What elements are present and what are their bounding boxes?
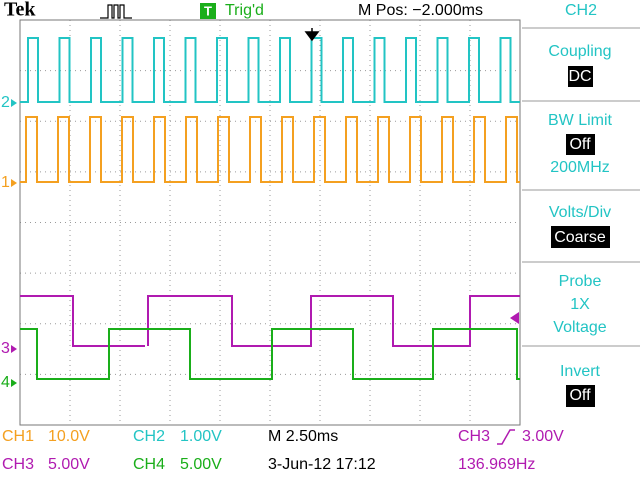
menu-title: CH2 xyxy=(565,2,597,19)
marker-arrow xyxy=(11,345,17,353)
channel-label: CH1 xyxy=(2,428,34,445)
marker-arrow xyxy=(11,179,17,187)
menu-value[interactable]: Off xyxy=(569,136,591,153)
trigger-position-marker xyxy=(304,28,320,42)
menu-value[interactable]: Coarse xyxy=(554,229,606,246)
channel-label: CH3 xyxy=(2,456,34,473)
marker-arrow xyxy=(11,99,17,107)
ch1-marker: 1 xyxy=(1,174,10,191)
marker-arrow xyxy=(11,379,17,387)
graticule xyxy=(20,20,520,425)
ch1-waveform xyxy=(20,116,520,183)
menu-value[interactable]: Off xyxy=(569,387,591,404)
ch2-marker: 2 xyxy=(1,94,10,111)
channel-scale: 10.0V xyxy=(48,428,90,445)
menu-value-box xyxy=(566,134,595,155)
date-time: 3-Jun-12 17:12 xyxy=(268,456,376,473)
ch4-marker: 4 xyxy=(1,374,10,391)
menu-value-box xyxy=(568,66,593,87)
trigger-level: 3.00V xyxy=(522,428,564,445)
trigger-badge: T xyxy=(204,3,212,18)
channel-scale: 5.00V xyxy=(180,456,222,473)
menu-value[interactable]: DC xyxy=(568,68,591,85)
menu-note: 200MHz xyxy=(550,159,610,176)
menu-value-box xyxy=(551,226,610,248)
menu-label[interactable]: Invert xyxy=(560,363,601,380)
acquisition-icon xyxy=(100,4,132,19)
trigger-badge-box xyxy=(200,3,216,19)
channel-scale: 1.00V xyxy=(180,428,222,445)
graticule-border xyxy=(19,19,521,426)
trigger-source: CH3 xyxy=(458,428,490,445)
channel-scale: 5.00V xyxy=(48,456,90,473)
menu-value[interactable]: 1X xyxy=(570,296,590,313)
menu-note: Voltage xyxy=(553,319,606,336)
menu-value-box xyxy=(566,385,595,407)
channel-label: CH2 xyxy=(133,428,165,445)
trigger-status: Trig'd xyxy=(225,2,264,19)
frequency: 136.969Hz xyxy=(458,456,535,473)
horizontal-position: M Pos: −2.000ms xyxy=(358,2,483,19)
brand: Tek xyxy=(4,0,36,21)
ch2-waveform xyxy=(20,37,520,103)
timebase: M 2.50ms xyxy=(268,428,338,445)
menu-label[interactable]: Probe xyxy=(559,273,602,290)
trigger-slope-icon xyxy=(497,429,515,445)
trigger-level-marker xyxy=(510,312,519,324)
menu-label[interactable]: Coupling xyxy=(548,43,611,60)
menu-label[interactable]: BW Limit xyxy=(548,112,613,129)
ch3-marker: 3 xyxy=(1,340,10,357)
ch4-waveform xyxy=(20,328,520,380)
menu-label[interactable]: Volts/Div xyxy=(549,204,611,221)
channel-label: CH4 xyxy=(133,456,165,473)
